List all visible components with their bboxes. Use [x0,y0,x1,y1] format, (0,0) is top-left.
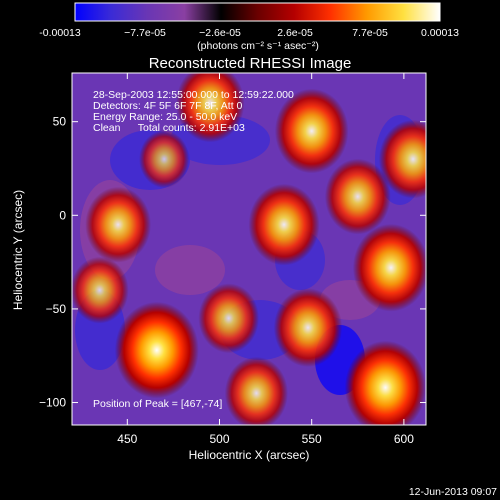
emission-source [378,119,426,199]
emission-source [248,183,320,266]
colorbar-unit-label: (photons cm⁻² s⁻¹ asec⁻²) [197,40,319,52]
emission-source [139,130,190,188]
emission-source [176,73,245,143]
y-axis-label: Heliocentric Y (arcsec) [11,190,25,310]
annotation-clean-counts: Clean Total counts: 2.91E+03 [93,122,245,134]
plot-frame [71,72,427,426]
x-tick-label: 600 [394,432,414,446]
peak-position-label: Position of Peak = [467,-74] [93,398,222,410]
emission-source [72,256,129,324]
y-tick-label: 0 [59,208,66,222]
emission-source [85,186,151,263]
image-annotations: 28-Sep-2003 12:55:00.000 to 12:59:22.000… [93,89,294,134]
x-tick-label: 500 [209,432,229,446]
colorbar-tick-label: 0.00013 [421,27,459,39]
colorbar-tick-label: −7.7e-05 [124,27,166,39]
x-tick-label: 550 [302,432,322,446]
y-tick-label: −50 [46,302,67,316]
emission-source [344,340,426,425]
rhessi-image [72,73,426,425]
emission-source [352,223,426,312]
x-axis-ticks: 450 500 550 600 [117,73,414,446]
y-tick-label: −100 [39,396,66,410]
y-tick-label: 50 [53,115,67,129]
annotation-time-range: 28-Sep-2003 12:55:00.000 to 12:59:22.000 [93,89,294,101]
annotation-energy-range: Energy Range: 25.0 - 50.0 keV [93,111,237,123]
x-axis-label: Heliocentric X (arcsec) [189,448,310,462]
image-title: Reconstructed RHESSI Image [149,55,352,72]
y-axis-ticks: 50 0 −50 −100 [39,115,426,410]
annotation-detectors: Detectors: 4F 5F 6F 7F 8F, Att 0 [93,100,243,112]
emission-source [324,158,391,235]
colorbar-tick-label: −2.6e-05 [199,27,241,39]
colorbar-tick-label: 7.7e-05 [352,27,388,39]
emission-source [273,288,343,367]
colorbar [74,2,441,22]
emission-source [198,283,260,354]
colorbar-tick-label: 2.6e-05 [277,27,313,39]
footer-date: 12-Jun-2013 09:07 [409,486,497,498]
colorbar-ticks: -0.00013 −7.7e-05 −2.6e-05 2.6e-05 7.7e-… [39,27,459,39]
colorbar-tick-label: -0.00013 [39,27,81,39]
emission-source [274,88,349,174]
emission-source [224,356,288,425]
x-tick-label: 450 [117,432,137,446]
emission-source [114,301,199,399]
